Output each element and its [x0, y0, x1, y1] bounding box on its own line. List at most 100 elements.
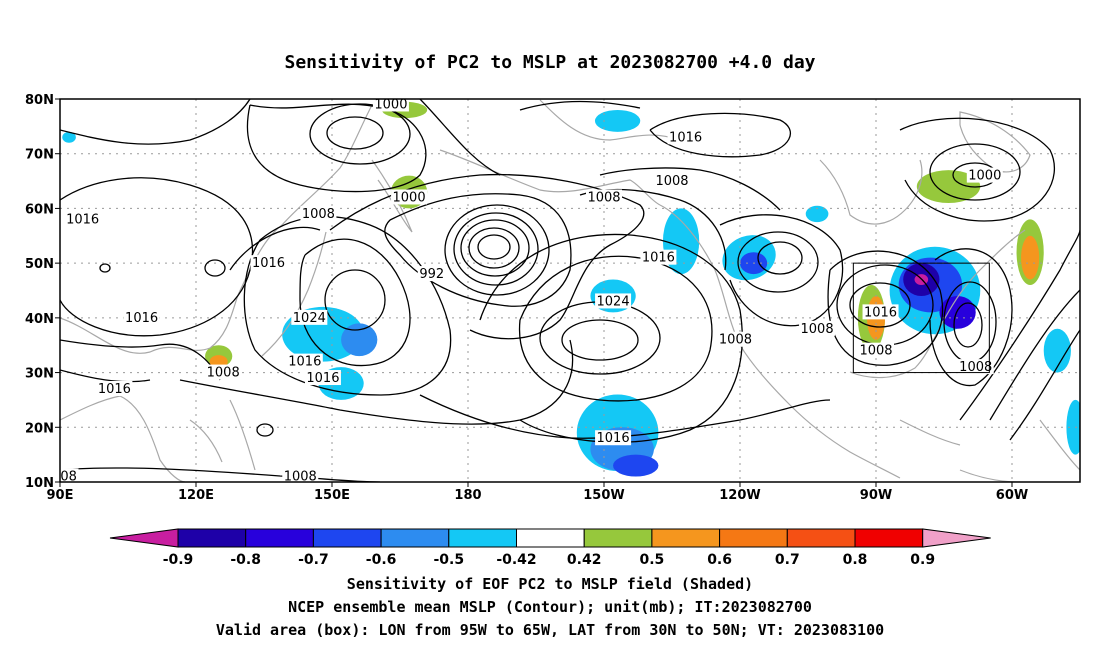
- coastline-hudson-bay: [819, 159, 923, 225]
- contour-label: 992: [419, 267, 444, 282]
- lon-tick-label: 120W: [719, 488, 760, 503]
- contour-line: [518, 255, 713, 402]
- contour-label-bg: [372, 99, 409, 112]
- contour-line: [519, 100, 781, 211]
- contour-label: 1024: [597, 294, 630, 309]
- contour-line: [60, 177, 254, 337]
- contour-label: 1008: [655, 174, 688, 189]
- colorbar-tick-label: -0.6: [366, 552, 397, 568]
- contour-line: [929, 248, 1013, 387]
- contour-line: [256, 423, 274, 437]
- contour-label-bg: [654, 173, 690, 189]
- contour-line: [929, 143, 1021, 201]
- contour-line: [419, 99, 501, 176]
- colorbar-tick-label: -0.7: [298, 552, 329, 568]
- mslp-contours: [60, 99, 1080, 482]
- coastline-kamchatka: [371, 159, 413, 233]
- contour-label: 1016: [252, 256, 285, 271]
- contour-label: 1016: [66, 212, 99, 227]
- valid-area-box: [852, 262, 990, 374]
- longitude-axis: 90E 120E 150E 180 150W 120W 90W 60W: [47, 482, 1028, 503]
- map-panel: 1000100099210081016101610161016100810241…: [25, 93, 1081, 503]
- contour-line: [99, 263, 111, 273]
- colorbar-segment: [245, 528, 314, 548]
- contour-line: [243, 216, 452, 396]
- sensitivity-region: [1043, 328, 1071, 373]
- contour-line: [989, 289, 1080, 441]
- contour-line: [649, 112, 792, 158]
- colorbar-tick-label: 0.5: [639, 552, 664, 568]
- colorbar-tick-label: 0.8: [843, 552, 868, 568]
- contour-line: [204, 259, 226, 277]
- contour-label-bg: [586, 189, 622, 205]
- contour-line: [329, 173, 645, 340]
- colorbar-tick-label: -0.8: [230, 552, 261, 568]
- contour-label-bg: [595, 430, 632, 446]
- lat-tick-label: 70N: [25, 148, 54, 163]
- colorbar-tick-label: -0.5: [433, 552, 464, 568]
- sensitivity-region: [916, 170, 981, 203]
- contour-line: [561, 319, 639, 361]
- lat-tick-label: 80N: [25, 93, 54, 108]
- lat-tick-label: 60N: [25, 202, 54, 217]
- contour-label: 1008: [959, 360, 992, 375]
- colorbar-tick-label: -0.9: [163, 552, 194, 568]
- contour-line: [468, 227, 520, 269]
- lat-tick-label: 50N: [25, 257, 54, 272]
- contour-line: [959, 229, 1080, 421]
- colorbar-segment: [312, 528, 382, 548]
- contour-line: [60, 99, 251, 145]
- colorbar-segment: [651, 528, 721, 548]
- contour-label-bg: [957, 359, 994, 375]
- contour-label: 1008: [302, 207, 335, 222]
- contour-line: [453, 212, 539, 286]
- contour-label: 1016: [288, 355, 321, 370]
- contour-label: 008: [52, 470, 77, 485]
- contour-line: [60, 467, 381, 482]
- contour-label-bg: [286, 353, 323, 369]
- colorbar-tick-label: -0.42: [496, 552, 536, 568]
- coastline-greenland: [959, 111, 1031, 173]
- contour-line: [460, 219, 530, 277]
- contour-label-bg: [595, 293, 632, 309]
- colorbar-tick-label: 0.7: [775, 552, 800, 568]
- contour-line: [384, 193, 572, 307]
- contour-label: 1008: [719, 333, 752, 348]
- sensitivity-region: [341, 323, 378, 357]
- latitude-axis: 80N 70N 60N 50N 40N 30N 20N 10N: [25, 93, 60, 491]
- contour-line: [444, 204, 550, 296]
- colorbar-segment: [719, 528, 788, 548]
- lat-tick-label: 10N: [25, 476, 54, 491]
- contour-label: 1016: [98, 382, 131, 397]
- colorbar-segment: [786, 528, 856, 548]
- contour-label-bg: [667, 129, 704, 145]
- colorbar: -0.9 -0.8 -0.7 -0.6 -0.5 -0.42 0.42 0.5 0.6 0.7 0.…: [109, 528, 991, 568]
- colorbar-tip-min: [109, 528, 179, 548]
- contour-line: [419, 394, 831, 439]
- contour-label-bg: [60, 468, 79, 482]
- colorbar-segment: [448, 528, 517, 548]
- colorbar-segment: [516, 528, 585, 548]
- lat-tick-label: 30N: [25, 367, 54, 382]
- contour-label-bg: [282, 468, 319, 482]
- colorbar-segment: [380, 528, 450, 548]
- contour-label: 1000: [393, 190, 426, 205]
- lon-tick-label: 150W: [583, 488, 624, 503]
- contour-line: [479, 233, 743, 443]
- lat-tick-label: 40N: [25, 312, 54, 327]
- contour-line: [246, 103, 427, 193]
- contour-line: [849, 282, 911, 328]
- contour-label-bg: [966, 167, 1003, 183]
- contour-labels: 1000100099210081016101610161016100810241…: [52, 99, 1003, 485]
- sensitivity-region: [1021, 235, 1040, 280]
- contour-label: 1008: [207, 366, 240, 381]
- contour-line: [757, 241, 803, 275]
- contour-line: [179, 226, 574, 425]
- contour-label: 1016: [306, 371, 339, 386]
- contour-label: 1016: [864, 305, 897, 320]
- sensitivity-region: [1066, 399, 1080, 455]
- contour-label-bg: [717, 331, 754, 347]
- lon-tick-label: 120E: [178, 488, 214, 503]
- contour-label-bg: [799, 320, 836, 336]
